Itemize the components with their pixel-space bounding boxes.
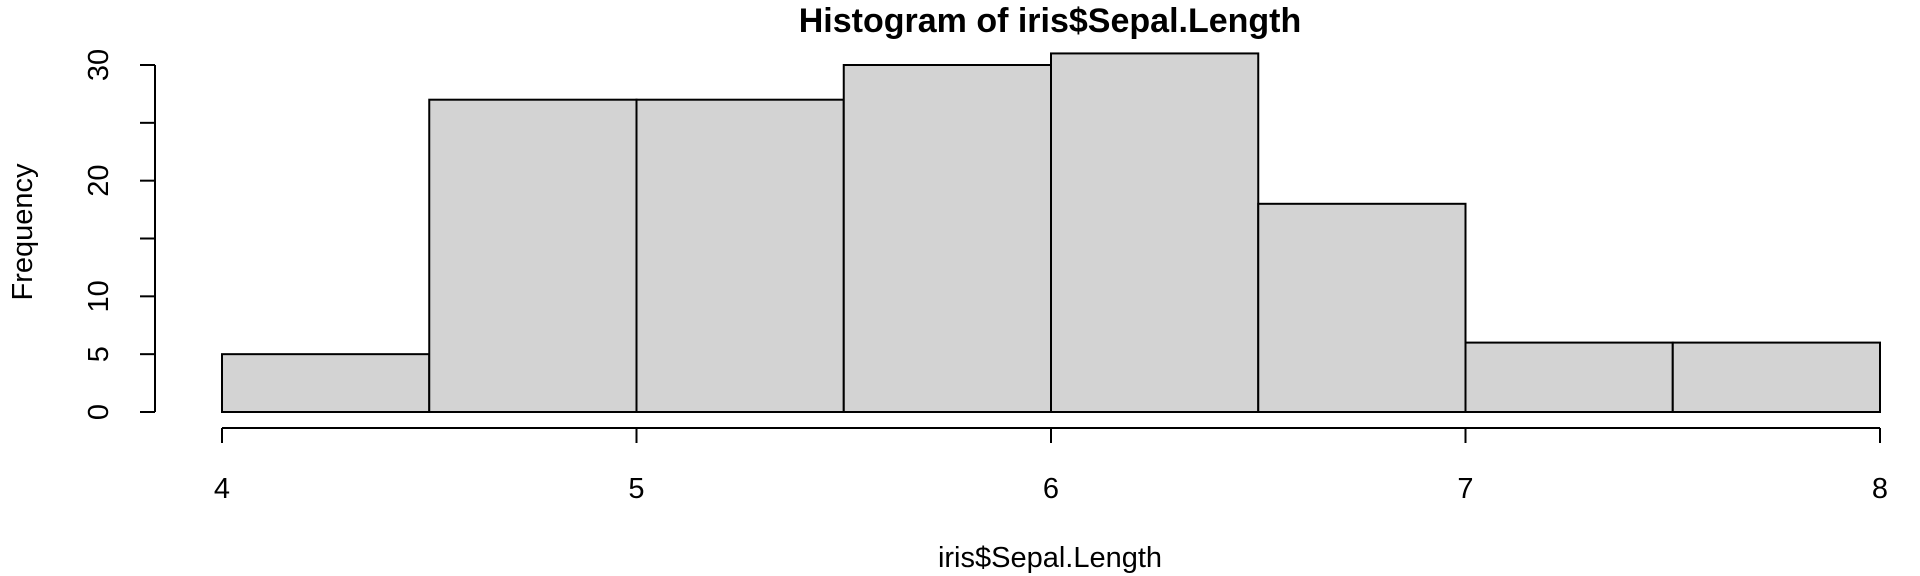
x-tick-label-1: 5 (628, 473, 644, 505)
histogram-bar-2 (635, 98, 845, 413)
histogram-bar-4 (1050, 52, 1260, 414)
x-axis-label: iris$Sepal.Length (938, 542, 1162, 574)
y-tick-label-1: 5 (83, 346, 115, 362)
x-tick-label-2: 6 (1043, 473, 1059, 505)
x-axis: 4 5 6 7 8 (214, 427, 1888, 505)
y-axis: 0 5 10 20 30 (83, 49, 156, 420)
y-tick-label-0: 0 (83, 404, 115, 420)
histogram-bar-0 (221, 353, 431, 413)
y-tick-label-6: 30 (83, 49, 115, 81)
y-axis-label: Frequency (7, 163, 39, 301)
histogram-bar-3 (842, 64, 1052, 413)
histogram-bar-5 (1257, 202, 1467, 413)
histogram-bar-7 (1671, 341, 1881, 414)
x-tick-label-4: 8 (1872, 473, 1888, 505)
chart-title: Histogram of iris$Sepal.Length (799, 2, 1302, 40)
x-tick-label-3: 7 (1457, 473, 1473, 505)
histogram-bar-6 (1464, 341, 1674, 414)
y-tick-label-2: 10 (83, 280, 115, 312)
bars-group (221, 52, 1881, 414)
y-tick-label-4: 20 (83, 165, 115, 197)
x-tick-label-0: 4 (214, 473, 230, 505)
histogram-bar-1 (428, 98, 638, 413)
